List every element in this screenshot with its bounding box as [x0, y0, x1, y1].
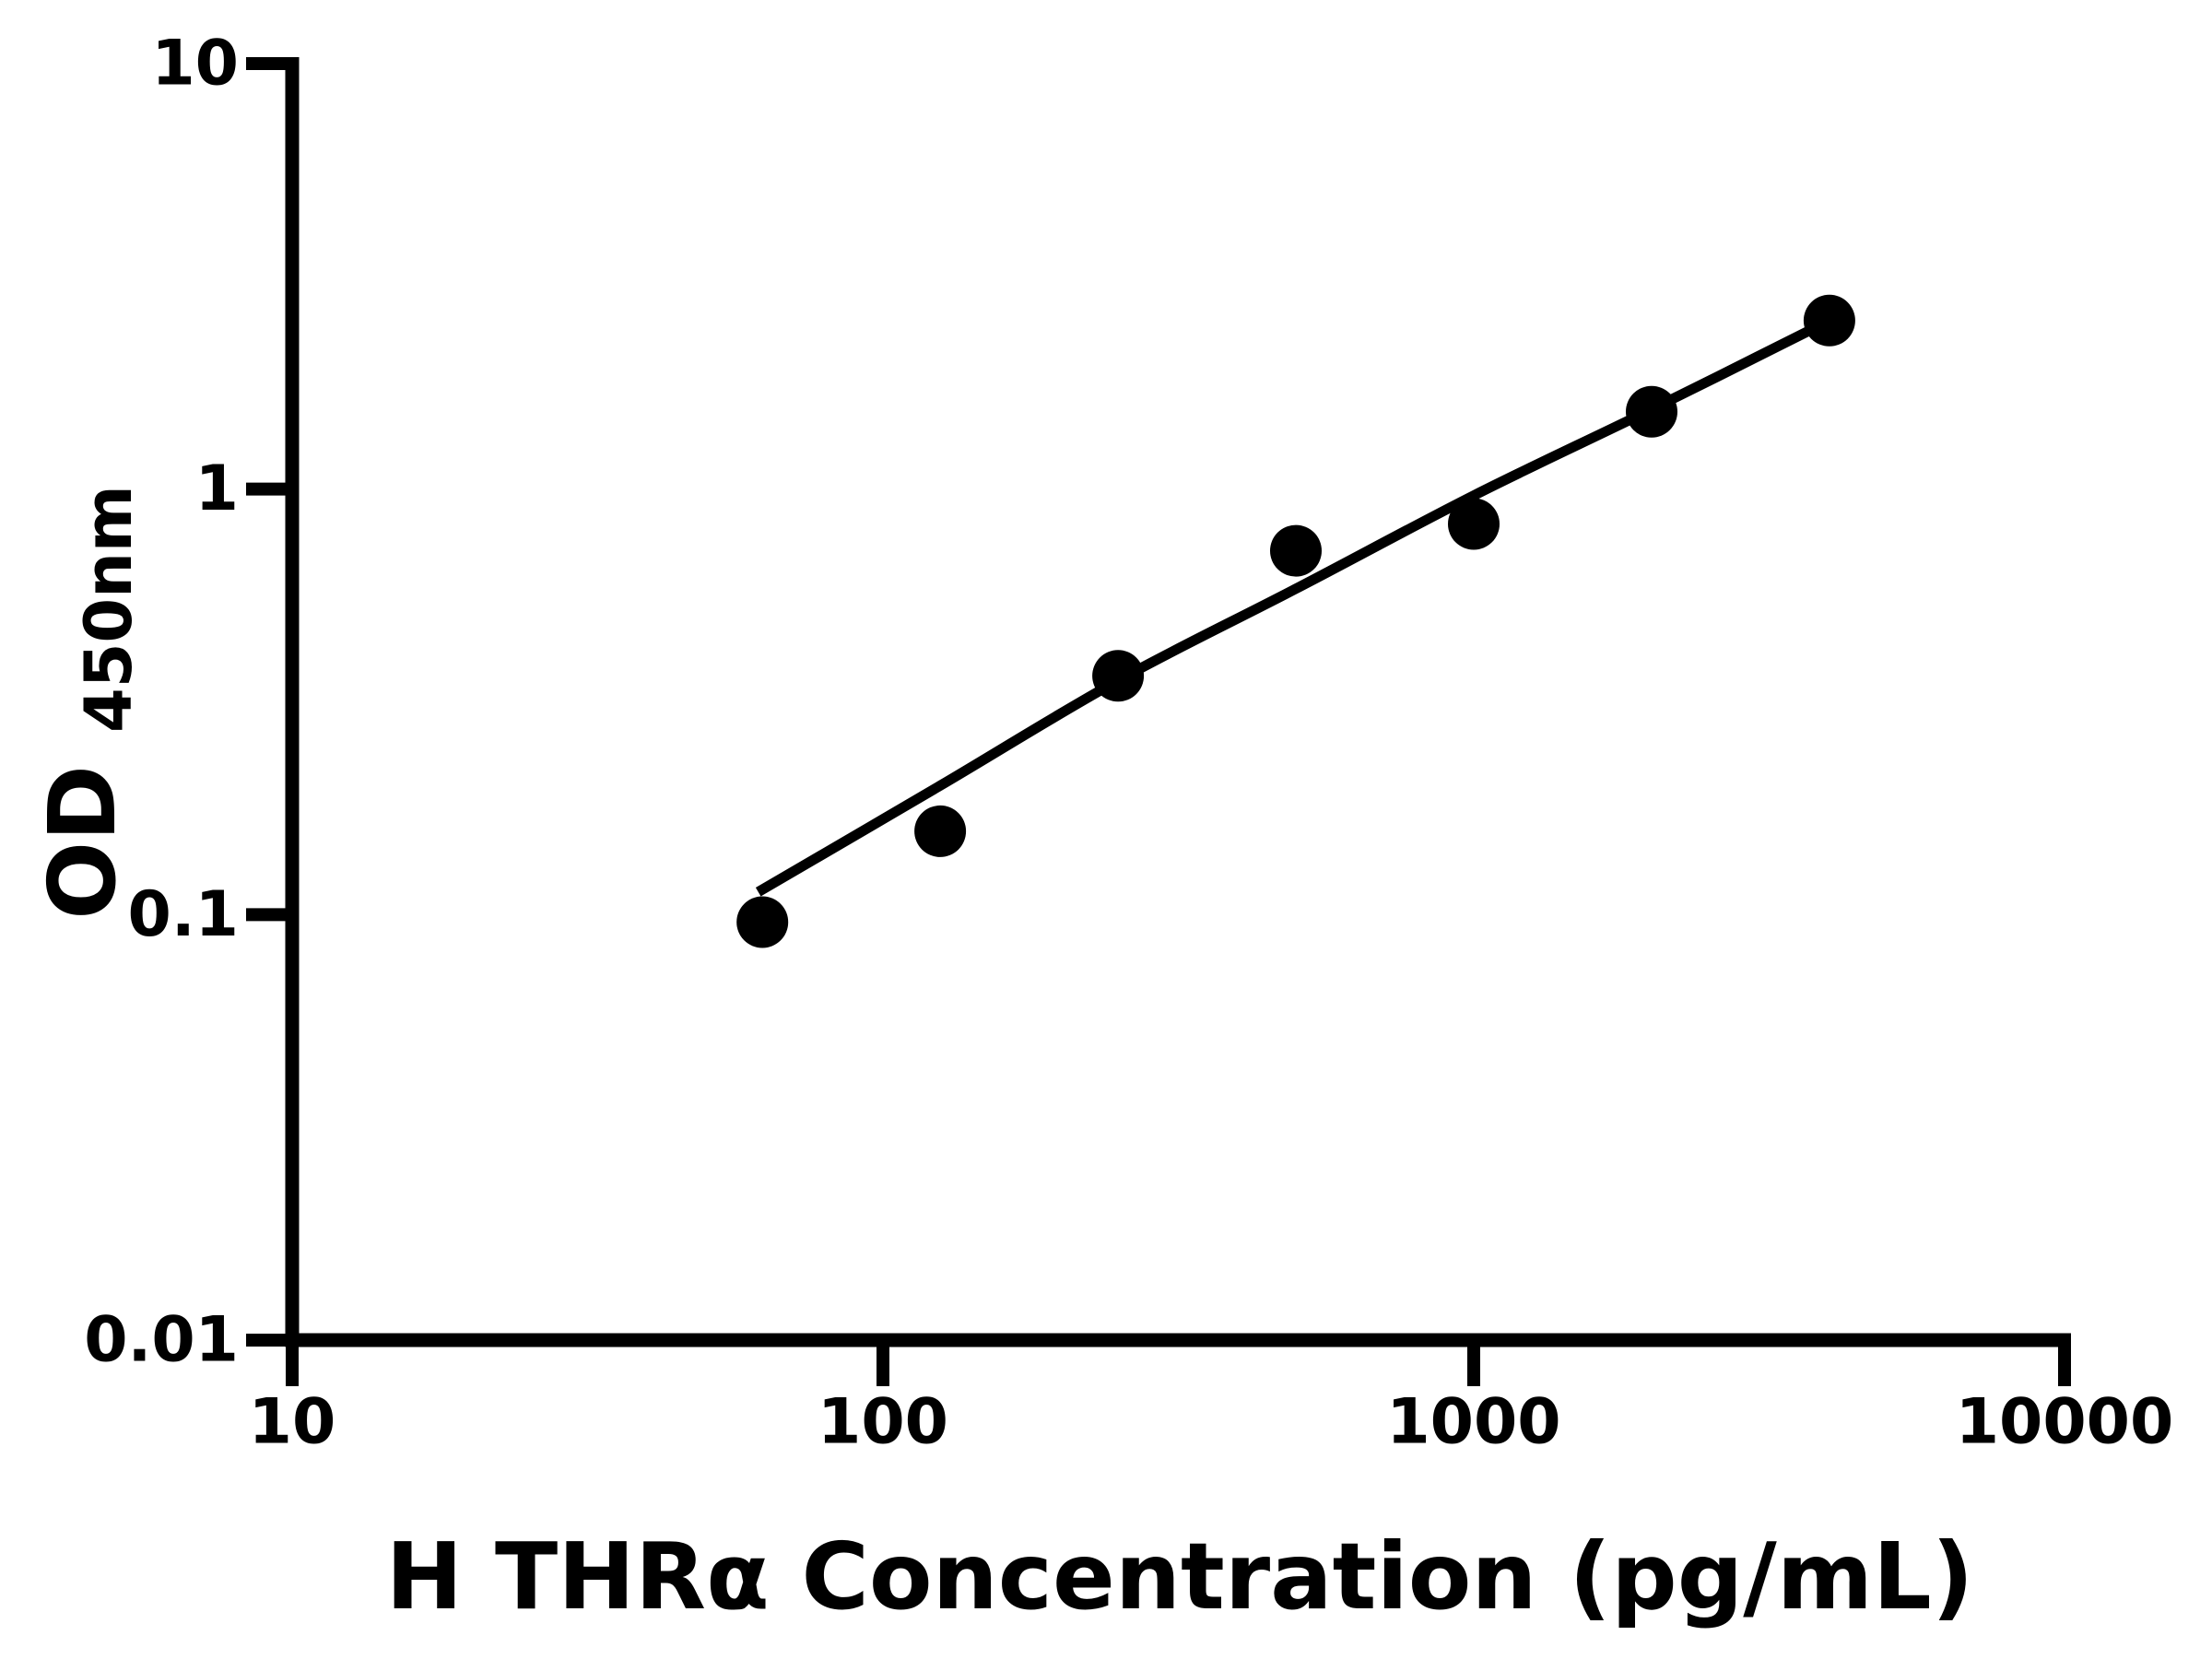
x-tick-labels: 10 100 1000 10000	[249, 1386, 2174, 1459]
y-axis-ticks	[246, 57, 292, 1347]
y-axis-label-main: OD	[29, 765, 136, 920]
data-point-250	[1092, 650, 1145, 702]
y-axis-label: OD 450nm	[29, 485, 147, 920]
data-point-4000	[1803, 294, 1855, 347]
x-axis-ticks	[286, 1340, 2071, 1386]
y-tick-label-1: 1	[195, 453, 239, 525]
x-tick-label-1000: 1000	[1386, 1386, 1560, 1459]
y-axis-label-subscript: 450nm	[71, 485, 147, 733]
x-axis-label: H THRα Concentration (pg/mL)	[386, 1523, 1974, 1630]
data-points	[736, 294, 1855, 948]
data-point-2000	[1626, 385, 1677, 438]
x-tick-label-10: 10	[249, 1386, 336, 1459]
data-point-500	[1270, 524, 1322, 577]
data-point-125	[914, 805, 967, 857]
y-tick-label-0.1: 0.1	[128, 878, 239, 951]
axes	[285, 57, 2071, 1347]
x-tick-label-100: 100	[818, 1386, 948, 1459]
data-point-62.5	[736, 896, 789, 948]
y-tick-label-0.01: 0.01	[84, 1304, 239, 1377]
data-point-1000	[1448, 498, 1500, 550]
y-tick-labels: 10 1 0.1 0.01	[84, 28, 239, 1377]
y-tick-label-10: 10	[151, 28, 239, 100]
x-tick-label-10000: 10000	[1956, 1386, 2174, 1459]
